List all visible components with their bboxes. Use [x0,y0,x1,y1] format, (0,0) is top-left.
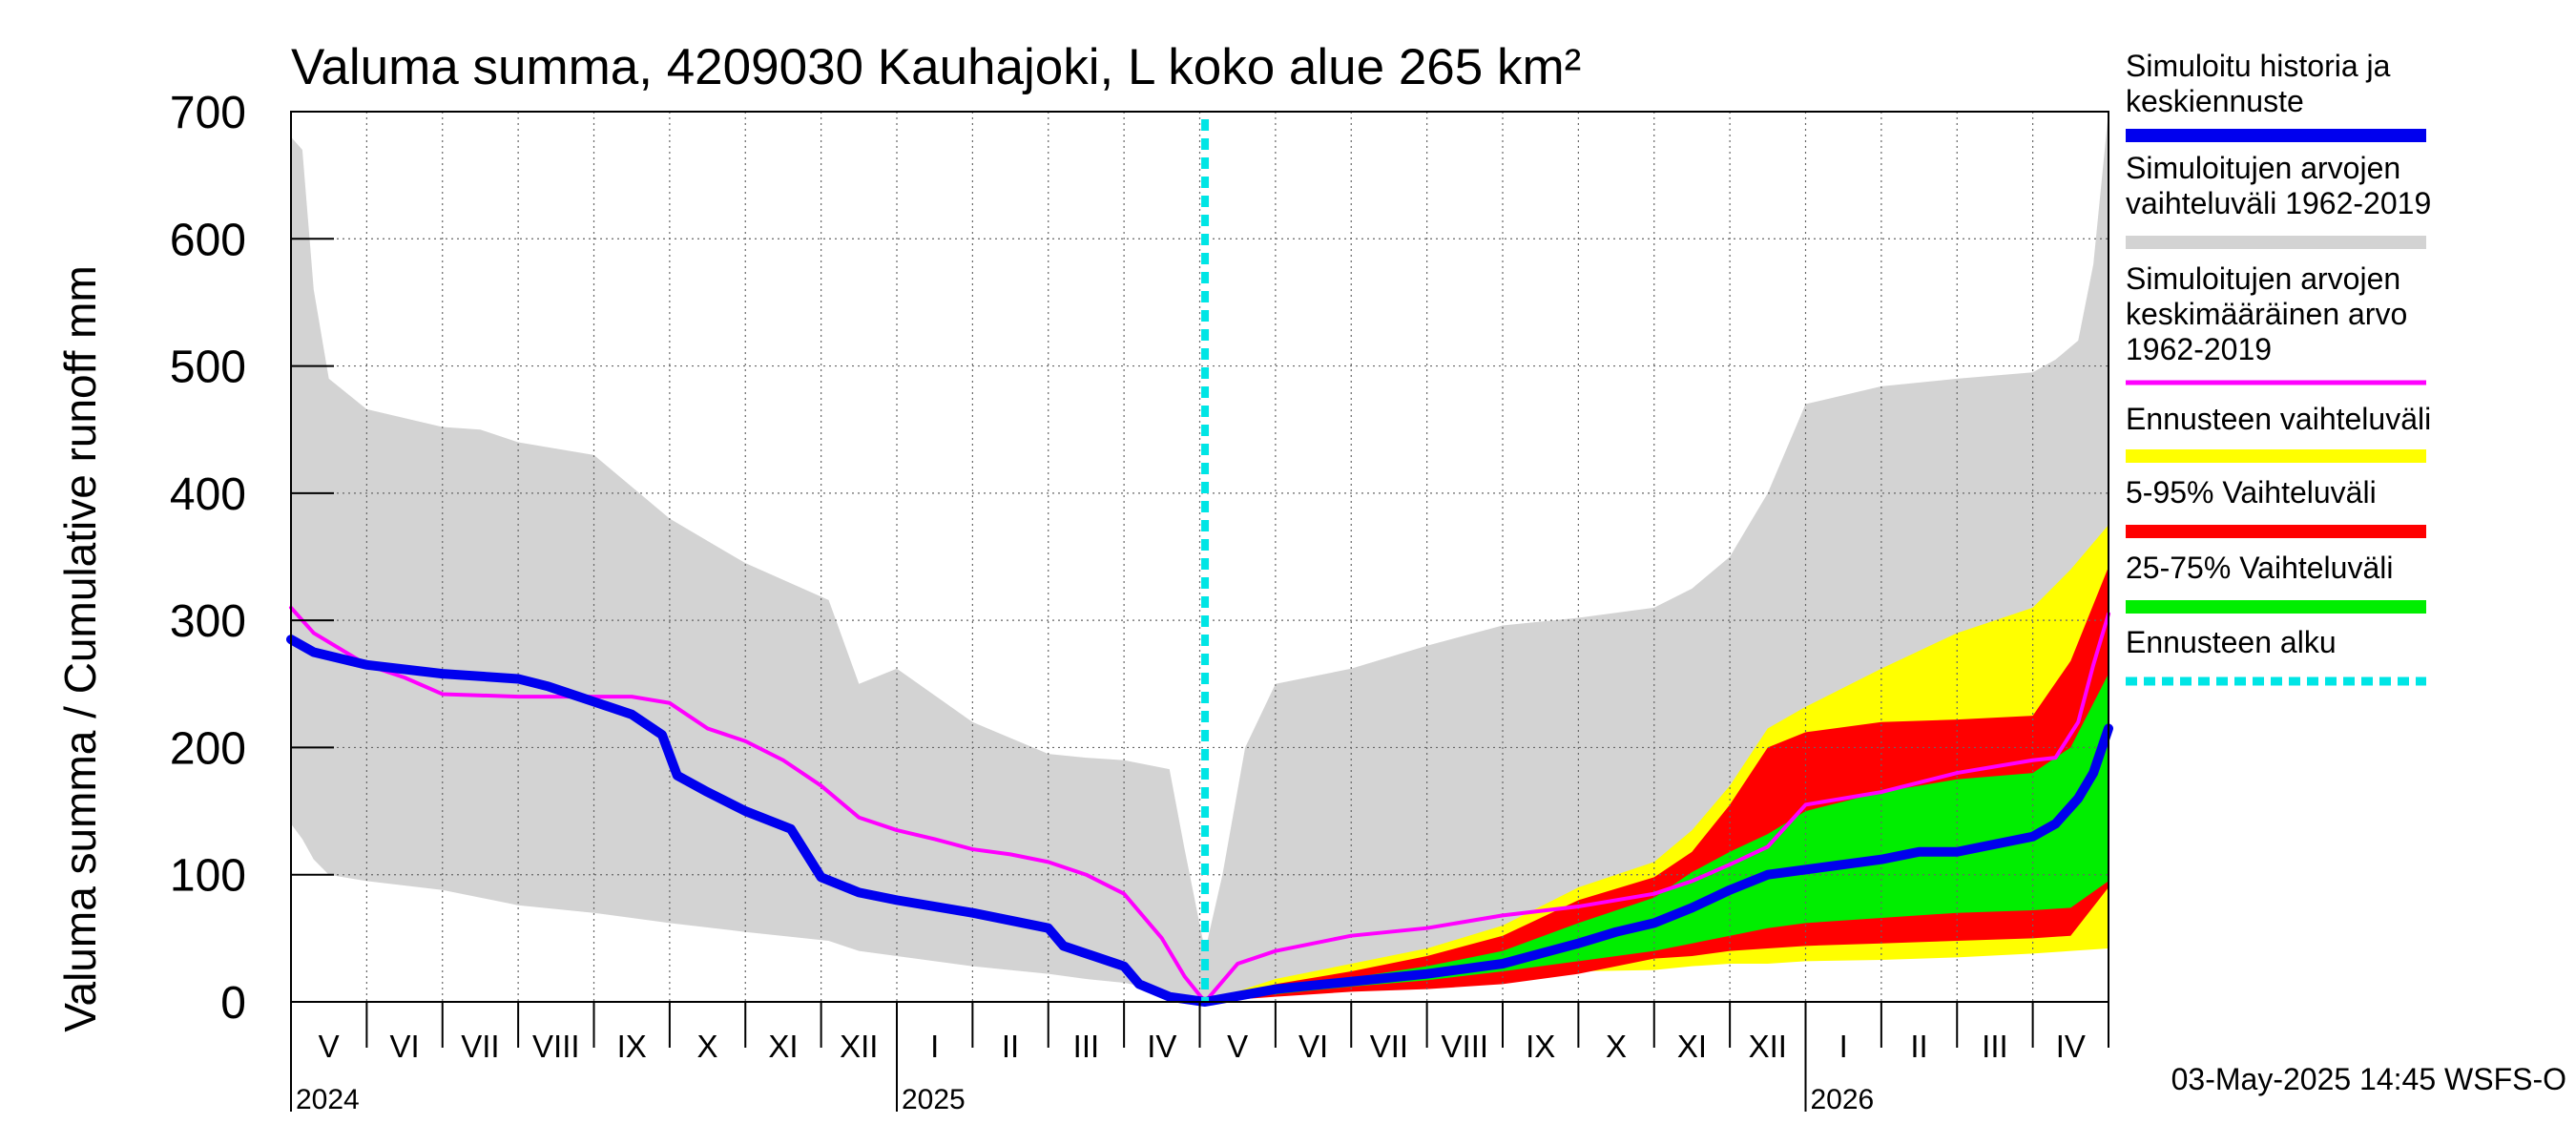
y-tick-label-600: 600 [170,215,246,265]
month-label-16: IX [1526,1029,1555,1064]
y-tick-label-400: 400 [170,469,246,520]
legend: Simuloitu historia jakeskiennusteSimuloi… [2126,49,2431,686]
legend-text-1-0: Simuloitujen arvojen [2126,151,2400,185]
legend-text-1-1: vaihteluväli 1962-2019 [2126,186,2431,220]
month-label-8: I [930,1029,939,1064]
year-label-2025: 2025 [902,1084,966,1115]
month-label-19: XII [1749,1029,1787,1064]
legend-item-5: 25-75% Vaihteluväli [2126,551,2426,614]
month-label-2: VII [461,1029,499,1064]
band-simuloitujen-arvojen-vaihteluv-li-1962-2019 [291,112,2109,1002]
legend-text-0-0: Simuloitu historia ja [2126,49,2391,83]
line-simuloitujen-arvojen-keskim-r-inen-arvo-1962-2019 [289,605,2110,1004]
legend-text-4-0: 5-95% Vaihteluväli [2126,475,2377,510]
year-label-2026: 2026 [1811,1084,1875,1115]
series-lines [286,605,2113,1007]
x-axis: V VI VII VIII IX X XI XII I II III IV V VI VII VIII IX X X… [290,1002,2109,1115]
chart-title: Valuma summa, 4209030 Kauhajoki, L koko … [291,39,1581,95]
month-label-9: II [1002,1029,1019,1064]
month-label-22: III [1982,1029,2008,1064]
legend-text-5-0: 25-75% Vaihteluväli [2126,551,2393,585]
month-label-20: I [1839,1029,1848,1064]
y-tick-label-200: 200 [170,723,246,774]
month-label-1: VI [389,1029,419,1064]
legend-item-4: 5-95% Vaihteluväli [2126,475,2426,538]
month-label-14: VII [1370,1029,1408,1064]
month-label-23: IV [2056,1029,2086,1064]
legend-item-6: Ennusteen alku [2126,625,2426,686]
month-label-0: V [319,1029,340,1064]
plot-area [286,111,2113,1007]
legend-text-3-0: Ennusteen vaihteluväli [2126,402,2431,436]
footer-timestamp: 03-May-2025 14:45 WSFS-O [2171,1062,2566,1096]
legend-text-2-2: 1962-2019 [2126,332,2272,366]
y-axis-label: Valuma summa / Cumulative runoff mm [55,265,105,1032]
y-axis: 0 100 200 300 400 500 600 700 [170,88,334,1029]
legend-text-2-1: keskimääräinen arvo [2126,297,2407,331]
legend-text-2-0: Simuloitujen arvojen [2126,261,2400,296]
month-label-21: II [1910,1029,1927,1064]
month-label-12: V [1227,1029,1248,1064]
y-tick-label-500: 500 [170,343,246,393]
month-label-4: IX [617,1029,647,1064]
month-label-10: III [1073,1029,1100,1064]
legend-text-0-1: keskiennuste [2126,84,2304,118]
month-label-17: X [1606,1029,1627,1064]
month-label-15: VIII [1442,1029,1489,1064]
month-label-5: X [697,1029,718,1064]
y-tick-label-0: 0 [220,978,246,1029]
y-tick-label-700: 700 [170,88,246,138]
line-simuloitu-historia-ja-keskiennuste [286,635,2113,1007]
y-tick-label-300: 300 [170,596,246,647]
range-bands [291,112,2109,1002]
month-label-6: XI [768,1029,798,1064]
band-25-75-vaihteluv-li [1205,674,2109,1002]
month-label-18: XI [1677,1029,1707,1064]
month-label-3: VIII [532,1029,580,1064]
year-label-2024: 2024 [296,1084,360,1115]
legend-item-3: Ennusteen vaihteluväli [2126,402,2431,463]
y-tick-label-100: 100 [170,851,246,902]
legend-text-6-0: Ennusteen alku [2126,625,2337,659]
month-label-7: XII [840,1029,878,1064]
month-label-11: IV [1147,1029,1176,1064]
month-label-13: VI [1298,1029,1328,1064]
